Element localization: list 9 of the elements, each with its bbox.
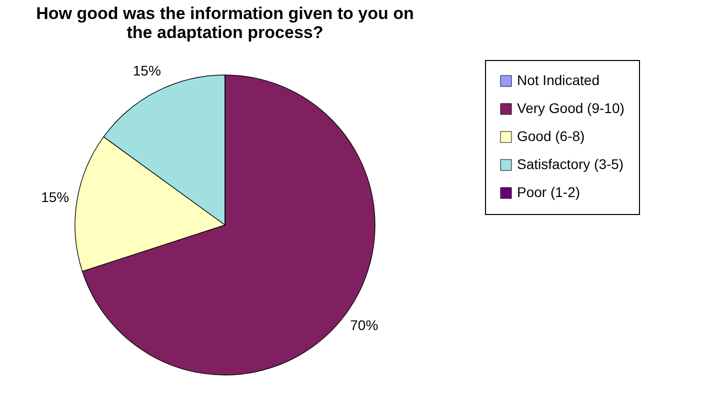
legend-label: Very Good (9-10) — [517, 100, 624, 116]
legend-label: Satisfactory (3-5) — [517, 156, 624, 172]
data-label: 15% — [41, 189, 70, 206]
chart-title: How good was the information given to you on the adaptation process? — [36, 4, 414, 42]
data-label: 15% — [132, 62, 161, 79]
legend-label: Poor (1-2) — [517, 184, 580, 200]
legend-label: Not Indicated — [517, 72, 600, 88]
legend-label: Good (6-8) — [517, 128, 585, 144]
data-label: 70% — [350, 317, 378, 334]
